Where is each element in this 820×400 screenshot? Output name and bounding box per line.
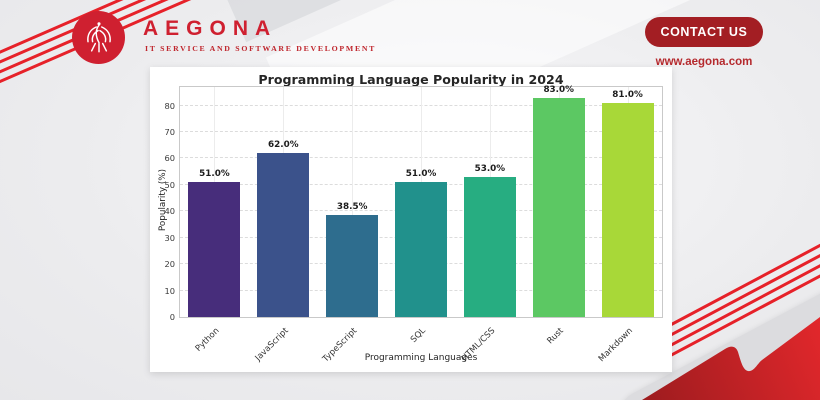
y-tick-label: 0 — [169, 312, 175, 322]
contact-us-button[interactable]: CONTACT US — [645, 17, 763, 47]
chart-card: Programming Language Popularity in 2024 … — [150, 67, 672, 372]
x-tick-label: Python — [193, 326, 222, 354]
red-corner-shape — [642, 317, 820, 400]
bar-value-label: 62.0% — [268, 140, 299, 151]
y-tick-label: 50 — [164, 179, 175, 190]
x-tick-label: Rust — [545, 326, 566, 347]
y-tick-label: 70 — [164, 126, 175, 137]
website-link[interactable]: www.aegona.com — [655, 56, 753, 68]
bar-javascript — [257, 153, 310, 317]
chart-title: Programming Language Popularity in 2024 — [258, 72, 564, 87]
gridline-vertical — [352, 87, 354, 317]
bar-value-label: 38.5% — [336, 202, 368, 213]
bar-python — [188, 182, 241, 317]
bar-value-label: 51.0% — [405, 169, 437, 180]
bar-value-label: 51.0% — [199, 169, 230, 180]
y-tick-label: 30 — [164, 232, 175, 243]
y-tick-label: 60 — [164, 153, 175, 164]
bar-typescript — [326, 215, 379, 317]
bar-rust — [532, 97, 585, 317]
bar-value-label: 81.0% — [612, 89, 643, 100]
x-axis-label: Programming Languages — [364, 353, 478, 363]
brand-tagline: IT SERVICE AND SOFTWARE DEVELOPMENT — [145, 44, 377, 53]
y-tick-label: 80 — [164, 100, 175, 111]
bar-markdown — [601, 102, 654, 317]
x-tick-label: SQL — [409, 326, 429, 345]
plot-area: 0 10 20 30 40 50 60 70 80 51.0% Python 62.0% JavaScr… — [164, 84, 663, 364]
bar-value-label: 53.0% — [474, 163, 506, 174]
y-tick-label: 20 — [164, 259, 175, 270]
y-tick-label: 10 — [164, 285, 175, 296]
phoenix-icon — [86, 21, 111, 52]
brand-name: AEGONA — [143, 17, 278, 40]
y-axis-label: Popularity (%) — [158, 168, 168, 232]
bar-sql — [395, 182, 447, 317]
bar-value-label: 83.0% — [543, 84, 574, 95]
bar-html-css — [463, 176, 516, 317]
y-tick-label: 40 — [164, 206, 175, 217]
aegona-logo — [72, 11, 125, 64]
